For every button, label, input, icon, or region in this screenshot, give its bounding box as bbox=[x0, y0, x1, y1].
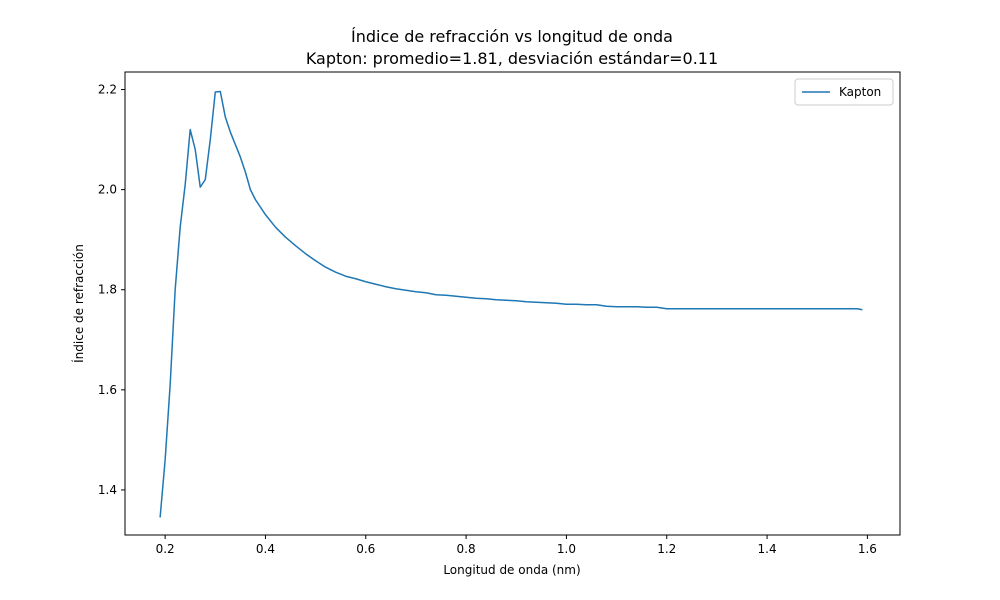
x-tick-label: 1.2 bbox=[657, 542, 676, 556]
legend-label-kapton: Kapton bbox=[839, 85, 881, 99]
legend-box bbox=[794, 78, 894, 106]
series-line-kapton bbox=[159, 90, 863, 518]
y-axis-label: Índice de refracción bbox=[71, 244, 86, 363]
plot-area bbox=[159, 90, 863, 518]
x-tick-label: 0.4 bbox=[256, 542, 275, 556]
legend: Kapton bbox=[794, 78, 894, 106]
y-tick-label: 2.2 bbox=[98, 83, 117, 97]
y-axis: 1.4 1.6 1.8 2.0 2.2 bbox=[98, 83, 125, 497]
x-tick-label: 0.8 bbox=[457, 542, 476, 556]
x-tick-label: 0.6 bbox=[356, 542, 375, 556]
x-tick-label: 1.6 bbox=[858, 542, 877, 556]
chart-subtitle: Kapton: promedio=1.81, desviación estánd… bbox=[306, 49, 718, 68]
plot-frame bbox=[124, 71, 901, 536]
y-tick-label: 2.0 bbox=[98, 183, 117, 197]
x-axis-label: Longitud de onda (nm) bbox=[443, 563, 580, 577]
x-tick-label: 1.0 bbox=[557, 542, 576, 556]
y-tick-label: 1.4 bbox=[98, 483, 117, 497]
x-axis: 0.2 0.4 0.6 0.8 1.0 1.2 1.4 1.6 bbox=[156, 535, 877, 556]
x-tick-label: 0.2 bbox=[156, 542, 175, 556]
y-tick-label: 1.8 bbox=[98, 283, 117, 297]
x-tick-label: 1.4 bbox=[758, 542, 777, 556]
chart-title: Índice de refracción vs longitud de onda bbox=[351, 27, 673, 46]
y-tick-label: 1.6 bbox=[98, 383, 117, 397]
